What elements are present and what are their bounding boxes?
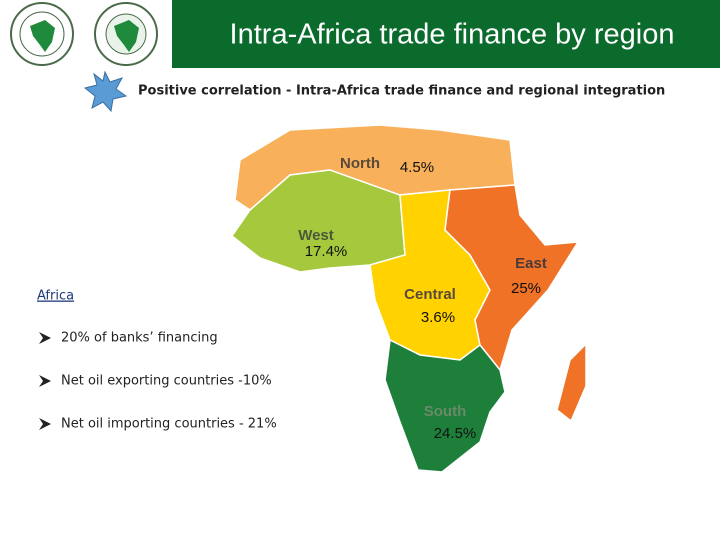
subtitle: Positive correlation - Intra-Africa trad… <box>138 84 665 99</box>
bullet-arrow <box>39 418 51 430</box>
region-share: 4.5% <box>400 159 434 176</box>
region-name: East <box>515 255 547 272</box>
region-share: 17.4% <box>305 243 348 260</box>
region-share: 25% <box>511 280 541 297</box>
logo-left <box>10 2 74 66</box>
region-madagascar <box>556 342 587 423</box>
bullet-arrow <box>39 375 51 387</box>
region-name: West <box>298 227 334 244</box>
bullet-text: Net oil importing countries - 21% <box>61 417 277 432</box>
region-name: Central <box>404 286 456 303</box>
bullet-text: Net oil exporting countries -10% <box>61 374 272 389</box>
region-east <box>444 184 580 372</box>
sidebar: Africa 20% of banks’ financing Net oil e… <box>37 289 277 432</box>
region-labels: North 4.5% West 17.4% Central 3.6% East … <box>298 155 547 442</box>
region-name: North <box>340 155 380 172</box>
header-title: Intra-Africa trade finance by region <box>230 19 675 51</box>
africa-map <box>230 124 587 473</box>
star-icon <box>83 70 128 113</box>
region-share: 3.6% <box>421 309 455 326</box>
bullet-arrow <box>39 332 51 344</box>
bullet-text: 20% of banks’ financing <box>61 331 218 346</box>
region-name: South <box>424 403 467 420</box>
sidebar-heading: Africa <box>37 289 74 304</box>
logo-right <box>94 2 158 66</box>
region-south <box>384 338 506 473</box>
header-bar <box>172 0 720 68</box>
region-share: 24.5% <box>434 425 477 442</box>
